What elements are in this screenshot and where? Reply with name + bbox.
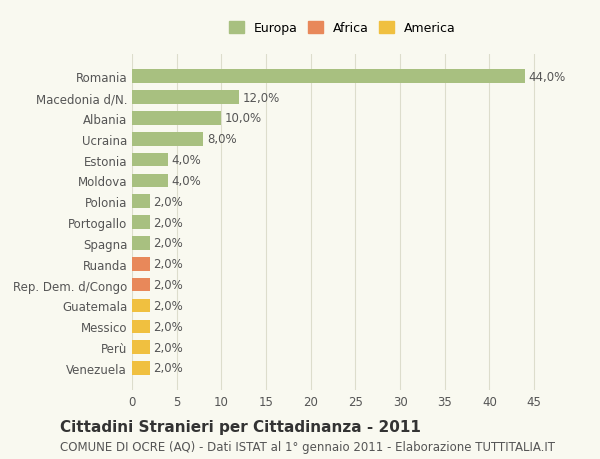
Bar: [132, 216, 150, 230]
Text: 44,0%: 44,0%: [529, 71, 566, 84]
Bar: [132, 278, 150, 292]
Bar: [132, 70, 525, 84]
Bar: [132, 133, 203, 146]
Text: 2,0%: 2,0%: [154, 196, 183, 208]
Text: 2,0%: 2,0%: [154, 216, 183, 229]
Bar: [132, 341, 150, 354]
Text: 10,0%: 10,0%: [225, 112, 262, 125]
Legend: Europa, Africa, America: Europa, Africa, America: [225, 18, 459, 39]
Bar: [132, 112, 221, 125]
Bar: [132, 195, 150, 208]
Bar: [132, 361, 150, 375]
Text: COMUNE DI OCRE (AQ) - Dati ISTAT al 1° gennaio 2011 - Elaborazione TUTTITALIA.IT: COMUNE DI OCRE (AQ) - Dati ISTAT al 1° g…: [60, 440, 555, 453]
Text: 2,0%: 2,0%: [154, 362, 183, 375]
Text: 2,0%: 2,0%: [154, 257, 183, 271]
Bar: [132, 299, 150, 313]
Text: 4,0%: 4,0%: [172, 174, 201, 188]
Text: 2,0%: 2,0%: [154, 341, 183, 354]
Bar: [132, 174, 168, 188]
Text: 2,0%: 2,0%: [154, 299, 183, 312]
Bar: [132, 153, 168, 167]
Bar: [132, 320, 150, 333]
Text: Cittadini Stranieri per Cittadinanza - 2011: Cittadini Stranieri per Cittadinanza - 2…: [60, 420, 421, 435]
Bar: [132, 91, 239, 105]
Text: 2,0%: 2,0%: [154, 237, 183, 250]
Text: 8,0%: 8,0%: [207, 133, 236, 146]
Text: 4,0%: 4,0%: [172, 154, 201, 167]
Bar: [132, 237, 150, 250]
Text: 12,0%: 12,0%: [243, 91, 280, 104]
Bar: [132, 257, 150, 271]
Text: 2,0%: 2,0%: [154, 320, 183, 333]
Text: 2,0%: 2,0%: [154, 279, 183, 291]
